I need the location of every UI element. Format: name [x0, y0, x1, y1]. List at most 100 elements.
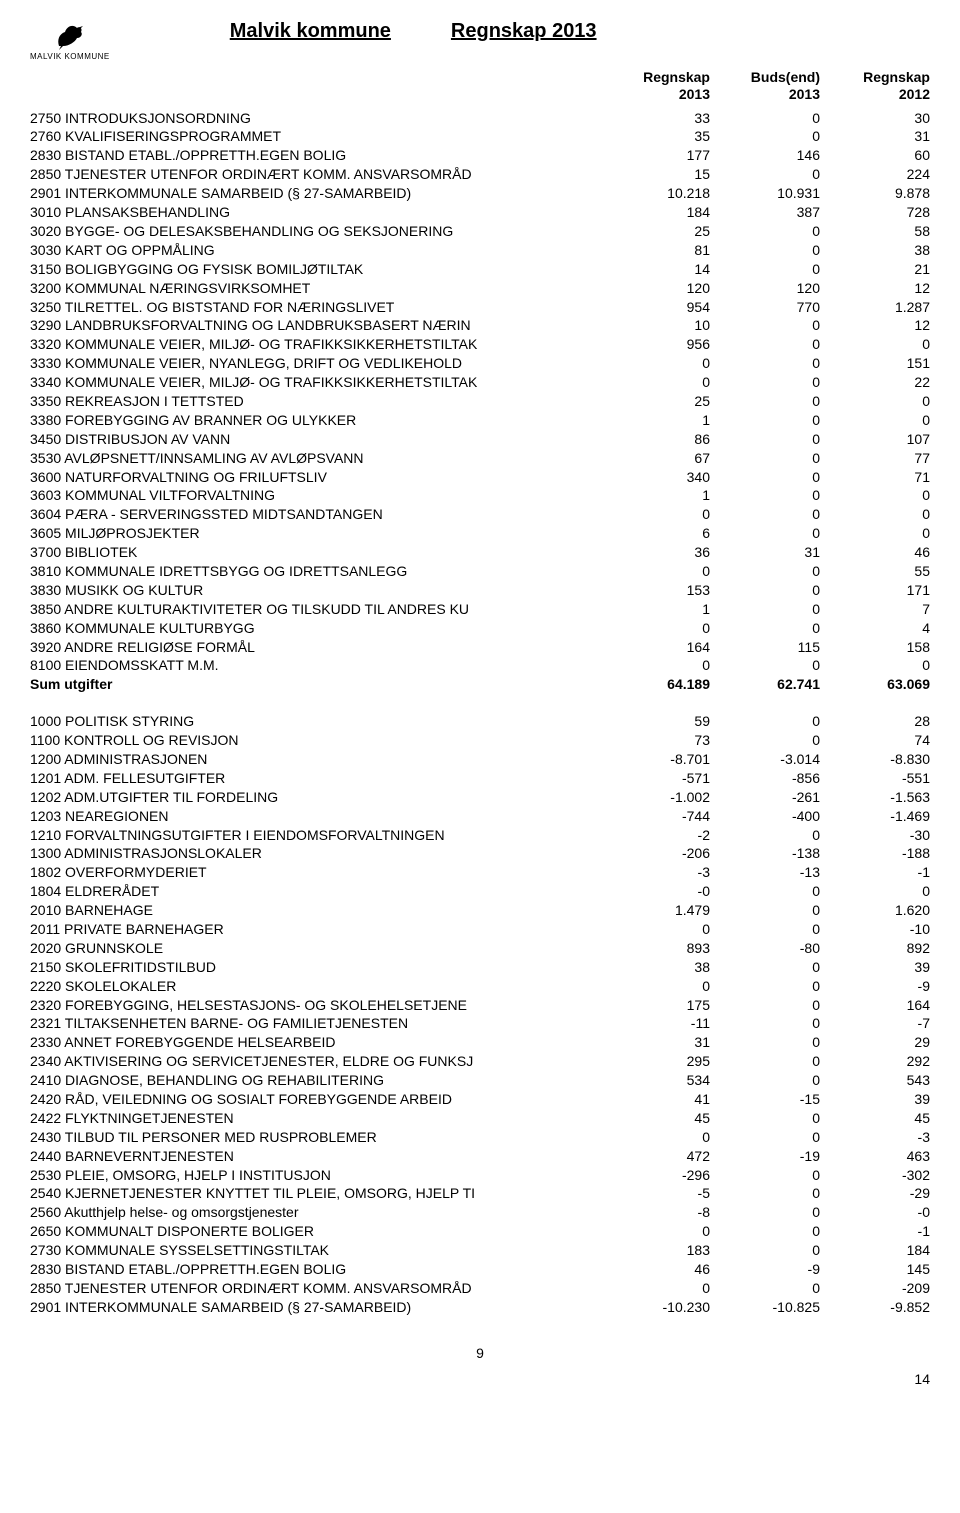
table-row: 2220 SKOLELOKALER00-9: [30, 977, 930, 996]
row-label: 2420 RÅD, VEILEDNING OG SOSIALT FOREBYGG…: [30, 1090, 600, 1109]
row-value: -2: [600, 826, 710, 845]
row-label: 8100 EIENDOMSSKATT M.M.: [30, 656, 600, 675]
table-row: 2430 TILBUD TIL PERSONER MED RUSPROBLEME…: [30, 1128, 930, 1147]
row-value: 77: [820, 449, 930, 468]
row-value: 0: [820, 335, 930, 354]
row-label: 3450 DISTRIBUSJON AV VANN: [30, 430, 600, 449]
row-label: 3600 NATURFORVALTNING OG FRILUFTSLIV: [30, 468, 600, 487]
row-value: 22: [820, 373, 930, 392]
row-value: -138: [710, 844, 820, 863]
row-value: 120: [710, 279, 820, 298]
row-label: 2410 DIAGNOSE, BEHANDLING OG REHABILITER…: [30, 1071, 600, 1090]
row-value: 292: [820, 1052, 930, 1071]
row-value: -10.825: [710, 1298, 820, 1317]
row-value: -9: [820, 977, 930, 996]
row-value: -1: [820, 863, 930, 882]
row-value: 0: [710, 1014, 820, 1033]
row-value: 81: [600, 241, 710, 260]
row-value: -10: [820, 920, 930, 939]
row-value: 164: [820, 996, 930, 1015]
logo-caption: MALVIK KOMMUNE: [30, 52, 110, 61]
row-label: 2760 KVALIFISERINGSPROGRAMMET: [30, 127, 600, 146]
table-row: 1100 KONTROLL OG REVISJON73074: [30, 731, 930, 750]
rooster-icon: [53, 20, 87, 50]
row-label: 2430 TILBUD TIL PERSONER MED RUSPROBLEME…: [30, 1128, 600, 1147]
row-value: 0: [600, 505, 710, 524]
row-value: 0: [710, 562, 820, 581]
row-value: 58: [820, 222, 930, 241]
row-value: 893: [600, 939, 710, 958]
row-value: -188: [820, 844, 930, 863]
row-value: 86: [600, 430, 710, 449]
row-label: 2830 BISTAND ETABL./OPPRETTH.EGEN BOLIG: [30, 1260, 600, 1279]
row-value: 1.479: [600, 901, 710, 920]
row-value: 31: [710, 543, 820, 562]
row-label: 2530 PLEIE, OMSORG, HJELP I INSTITUSJON: [30, 1166, 600, 1185]
row-value: 175: [600, 996, 710, 1015]
row-value: 59: [600, 712, 710, 731]
row-value: -1.563: [820, 788, 930, 807]
row-value: -400: [710, 807, 820, 826]
row-value: 39: [820, 1090, 930, 1109]
row-label: 3604 PÆRA - SERVERINGSSTED MIDTSANDTANGE…: [30, 505, 600, 524]
row-value: 0: [710, 1052, 820, 1071]
row-label: 3605 MILJØPROSJEKTER: [30, 524, 600, 543]
row-value: -5: [600, 1184, 710, 1203]
row-value: 0: [600, 373, 710, 392]
row-value: 0: [710, 109, 820, 128]
row-value: -1.469: [820, 807, 930, 826]
table-row: 1201 ADM. FELLESUTGIFTER-571-856-551: [30, 769, 930, 788]
row-value: 0: [710, 619, 820, 638]
row-value: 0: [710, 373, 820, 392]
table-row: 3530 AVLØPSNETT/INNSAMLING AV AVLØPSVANN…: [30, 449, 930, 468]
row-value: 164: [600, 638, 710, 657]
row-value: 0: [600, 619, 710, 638]
row-label: 2540 KJERNETJENESTER KNYTTET TIL PLEIE, …: [30, 1184, 600, 1203]
row-value: -3: [600, 863, 710, 882]
row-value: 0: [710, 731, 820, 750]
row-label: 2220 SKOLELOKALER: [30, 977, 600, 996]
table-row: 1203 NEAREGIONEN-744-400-1.469: [30, 807, 930, 826]
row-value: 0: [600, 1222, 710, 1241]
table-row: 3860 KOMMUNALE KULTURBYGG004: [30, 619, 930, 638]
row-value: -8.701: [600, 750, 710, 769]
row-value: 21: [820, 260, 930, 279]
row-value: 0: [710, 901, 820, 920]
table-row: 2011 PRIVATE BARNEHAGER00-10: [30, 920, 930, 939]
table-row: 2850 TJENESTER UTENFOR ORDINÆRT KOMM. AN…: [30, 165, 930, 184]
row-value: -209: [820, 1279, 930, 1298]
row-value: 158: [820, 638, 930, 657]
row-label: 3250 TILRETTEL. OG BISTSTAND FOR NÆRINGS…: [30, 298, 600, 317]
row-value: 25: [600, 222, 710, 241]
table-row: 3603 KOMMUNAL VILTFORVALTNING100: [30, 486, 930, 505]
row-label: 1203 NEAREGIONEN: [30, 807, 600, 826]
row-value: 295: [600, 1052, 710, 1071]
row-value: 0: [820, 505, 930, 524]
table-row: 3604 PÆRA - SERVERINGSSTED MIDTSANDTANGE…: [30, 505, 930, 524]
table-row: 2440 BARNEVERNTJENESTEN472-19463: [30, 1147, 930, 1166]
table-row: 3020 BYGGE- OG DELESAKSBEHANDLING OG SEK…: [30, 222, 930, 241]
table-row: 2830 BISTAND ETABL./OPPRETTH.EGEN BOLIG4…: [30, 1260, 930, 1279]
row-value: 0: [710, 468, 820, 487]
row-value: 30: [820, 109, 930, 128]
row-value: 0: [600, 977, 710, 996]
row-value: 46: [820, 543, 930, 562]
row-value: 73: [600, 731, 710, 750]
row-label: 1100 KONTROLL OG REVISJON: [30, 731, 600, 750]
row-value: 0: [710, 920, 820, 939]
row-label: 3860 KOMMUNALE KULTURBYGG: [30, 619, 600, 638]
row-label: 2730 KOMMUNALE SYSSELSETTINGSTILTAK: [30, 1241, 600, 1260]
title-municipality: Malvik kommune: [230, 20, 391, 43]
col-header-1: Regnskap 2013: [600, 69, 710, 103]
row-value: -261: [710, 788, 820, 807]
row-label: 1804 ELDRERÅDET: [30, 882, 600, 901]
row-label: 2422 FLYKTNINGETJENESTEN: [30, 1109, 600, 1128]
row-value: 0: [600, 920, 710, 939]
row-value: 45: [600, 1109, 710, 1128]
table-row: 1000 POLITISK STYRING59028: [30, 712, 930, 731]
row-value: -19: [710, 1147, 820, 1166]
row-value: 184: [820, 1241, 930, 1260]
row-value: 0: [710, 430, 820, 449]
row-label: 3830 MUSIKK OG KULTUR: [30, 581, 600, 600]
row-label: 3030 KART OG OPPMÅLING: [30, 241, 600, 260]
